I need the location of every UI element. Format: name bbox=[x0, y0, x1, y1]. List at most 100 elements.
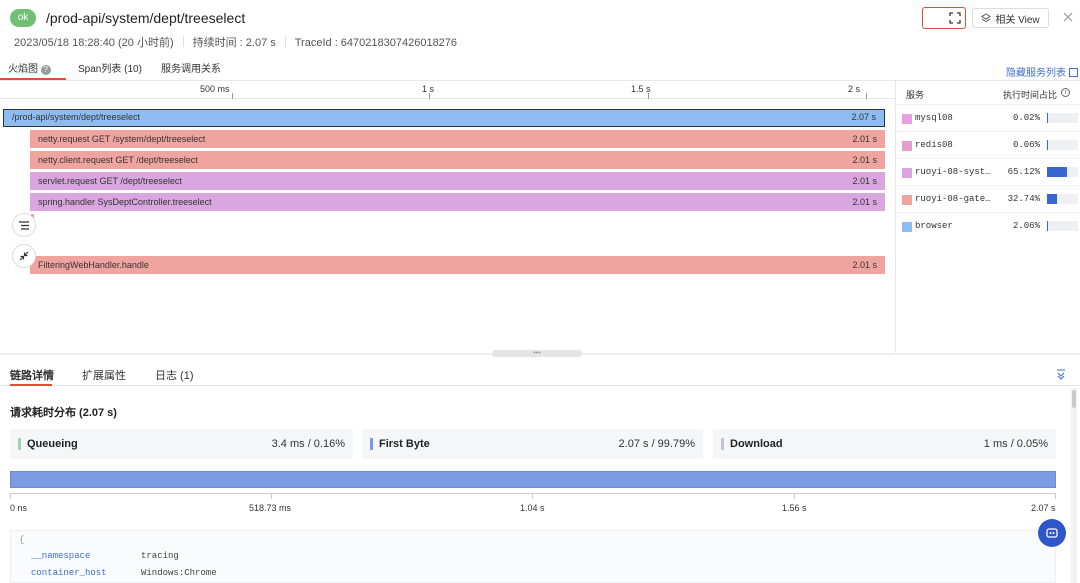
splitter-drag-handle[interactable]: ••• bbox=[492, 350, 582, 357]
ruler-tick-label: 1.5 s bbox=[631, 84, 651, 94]
list-icon bbox=[19, 220, 29, 230]
axis-tick bbox=[1055, 494, 1056, 499]
timing-marker bbox=[370, 438, 373, 450]
tab-flame-label: 火焰图 bbox=[8, 64, 38, 75]
axis-label: 2.07 s bbox=[1031, 503, 1056, 513]
json-value: Windows:Chrome bbox=[141, 568, 217, 578]
service-color-swatch bbox=[902, 168, 912, 178]
ruler-tick bbox=[648, 93, 649, 99]
flame-graph: 500 ms 1 s 1.5 s 2 s /prod-api/system/de… bbox=[0, 81, 895, 353]
hide-service-list-label: 隐藏服务列表 bbox=[1006, 68, 1066, 79]
tab-logs[interactable]: 日志 (1) bbox=[155, 370, 194, 382]
service-percentage: 2.06% bbox=[1012, 221, 1040, 231]
waterfall-bar bbox=[10, 471, 1056, 488]
panel-collapse-icon bbox=[1068, 68, 1078, 77]
close-button[interactable] bbox=[1060, 9, 1076, 25]
service-color-swatch bbox=[902, 222, 912, 232]
page-title: /prod-api/system/dept/treeselect bbox=[46, 10, 246, 26]
span-bar[interactable]: netty.client.request GET /dept/treeselec… bbox=[30, 151, 885, 169]
service-percentage: 0.02% bbox=[1012, 113, 1040, 123]
span-duration: 2.07 s bbox=[851, 112, 876, 122]
span-bar[interactable]: FilteringWebHandler.handle 2.01 s bbox=[30, 256, 885, 274]
timing-card-first-byte: First Byte 2.07 s / 99.79% bbox=[362, 429, 703, 459]
service-ratio-bar bbox=[1047, 113, 1078, 123]
ruler-tick-label: 2 s bbox=[848, 84, 861, 94]
timing-value: 1 ms / 0.05% bbox=[983, 438, 1048, 450]
service-row[interactable]: browser 2.06% bbox=[896, 212, 1080, 239]
service-name: mysql08 bbox=[915, 113, 953, 123]
json-key: __namespace bbox=[31, 551, 91, 561]
span-bar[interactable]: servlet.request GET /dept/treeselect 2.01… bbox=[30, 172, 885, 190]
service-color-swatch bbox=[902, 141, 912, 151]
status-badge: ok bbox=[10, 9, 36, 27]
axis-label: 518.73 ms bbox=[249, 503, 292, 513]
span-duration: 2.01 s bbox=[852, 197, 877, 207]
timing-value: 3.4 ms / 0.16% bbox=[271, 438, 345, 450]
span-duration: 2.01 s bbox=[852, 176, 877, 186]
tab-service-relation[interactable]: 服务调用关系 bbox=[161, 64, 221, 75]
view-tabs: 火焰图 ? Span列表 (10) 服务调用关系 bbox=[0, 60, 1080, 81]
fullscreen-button[interactable] bbox=[944, 7, 966, 29]
timing-label: Download bbox=[730, 438, 783, 450]
service-percentage: 0.06% bbox=[1012, 140, 1040, 150]
tab-extended-attributes[interactable]: 扩展属性 bbox=[82, 370, 126, 382]
service-row[interactable]: ruoyi-08-syst… 65.12% bbox=[896, 158, 1080, 185]
json-brace: { bbox=[19, 535, 25, 545]
related-view-label: 相关 View bbox=[995, 14, 1040, 26]
ai-assistant-button[interactable] bbox=[1038, 519, 1066, 547]
service-name: browser bbox=[915, 221, 953, 231]
collapse-panel-icon[interactable] bbox=[1055, 368, 1067, 380]
service-ratio-bar bbox=[1047, 194, 1078, 204]
service-row[interactable]: redis08 0.06% bbox=[896, 131, 1080, 158]
service-percentage: 32.74% bbox=[1007, 194, 1040, 204]
timing-label: Queueing bbox=[27, 438, 78, 450]
span-duration: 2.01 s bbox=[852, 134, 877, 144]
assistant-icon bbox=[1046, 528, 1058, 538]
span-name: netty.client.request GET /dept/treeselec… bbox=[38, 155, 198, 165]
span-name: servlet.request GET /dept/treeselect bbox=[38, 176, 182, 186]
span-duration: 2.01 s bbox=[852, 155, 877, 165]
collapse-view-button[interactable] bbox=[12, 244, 36, 268]
detail-scrollbar[interactable] bbox=[1071, 388, 1077, 583]
active-tab-indicator bbox=[10, 384, 52, 386]
tab-span-list[interactable]: Span列表 (10) bbox=[78, 64, 142, 75]
tab-trace-detail[interactable]: 链路详情 bbox=[10, 370, 54, 382]
ruler-tick bbox=[866, 93, 867, 99]
span-name: spring.handler SysDeptController.treesel… bbox=[38, 197, 212, 207]
ratio-column-header: 执行时间占比 bbox=[1003, 90, 1058, 100]
json-key: container_host bbox=[31, 568, 107, 578]
detail-tabs: 链路详情 扩展属性 日志 (1) bbox=[0, 362, 1080, 386]
ruler-tick-label: 1 s bbox=[422, 84, 435, 94]
service-row[interactable]: mysql08 0.02% bbox=[896, 104, 1080, 131]
service-color-swatch bbox=[902, 195, 912, 205]
related-view-button[interactable]: 相关 View bbox=[972, 8, 1049, 28]
list-view-button[interactable] bbox=[12, 213, 36, 237]
service-ratio-bar bbox=[1047, 221, 1078, 231]
service-percentage: 65.12% bbox=[1007, 167, 1040, 177]
blank-toolbar-button[interactable] bbox=[922, 7, 944, 29]
service-panel-header: 服务 执行时间占比 i bbox=[896, 81, 1080, 103]
service-name: ruoyi-08-syst… bbox=[915, 167, 991, 177]
scrollbar-thumb[interactable] bbox=[1072, 390, 1076, 408]
span-bar[interactable]: spring.handler SysDeptController.treesel… bbox=[30, 193, 885, 211]
info-icon: i bbox=[1061, 88, 1070, 97]
fullscreen-icon bbox=[948, 12, 961, 24]
span-name: netty.request GET /system/dept/treeselec… bbox=[38, 134, 206, 144]
service-name: redis08 bbox=[915, 140, 953, 150]
trace-timestamp: 2023/05/18 18:28:40 (20 小时前) bbox=[14, 37, 174, 49]
help-icon: ? bbox=[40, 65, 51, 75]
close-icon bbox=[1063, 12, 1073, 22]
timing-marker bbox=[721, 438, 724, 450]
trace-duration: 持续时间 : 2.07 s bbox=[192, 37, 276, 49]
tab-flame-graph[interactable]: 火焰图 ? bbox=[8, 64, 51, 76]
service-row[interactable]: ruoyi-08-gate… 32.74% bbox=[896, 185, 1080, 212]
timing-card-queueing: Queueing 3.4 ms / 0.16% bbox=[10, 429, 353, 459]
timing-marker bbox=[18, 438, 21, 450]
axis-label: 1.04 s bbox=[520, 503, 545, 513]
layers-icon bbox=[981, 13, 992, 23]
span-bar[interactable]: netty.request GET /system/dept/treeselec… bbox=[30, 130, 885, 148]
span-name: FilteringWebHandler.handle bbox=[38, 260, 149, 270]
span-bar[interactable]: /prod-api/system/dept/treeselect 2.07 s bbox=[3, 109, 885, 127]
ruler-tick bbox=[232, 93, 233, 99]
hide-service-list-toggle[interactable]: 隐藏服务列表 bbox=[1006, 64, 1078, 79]
